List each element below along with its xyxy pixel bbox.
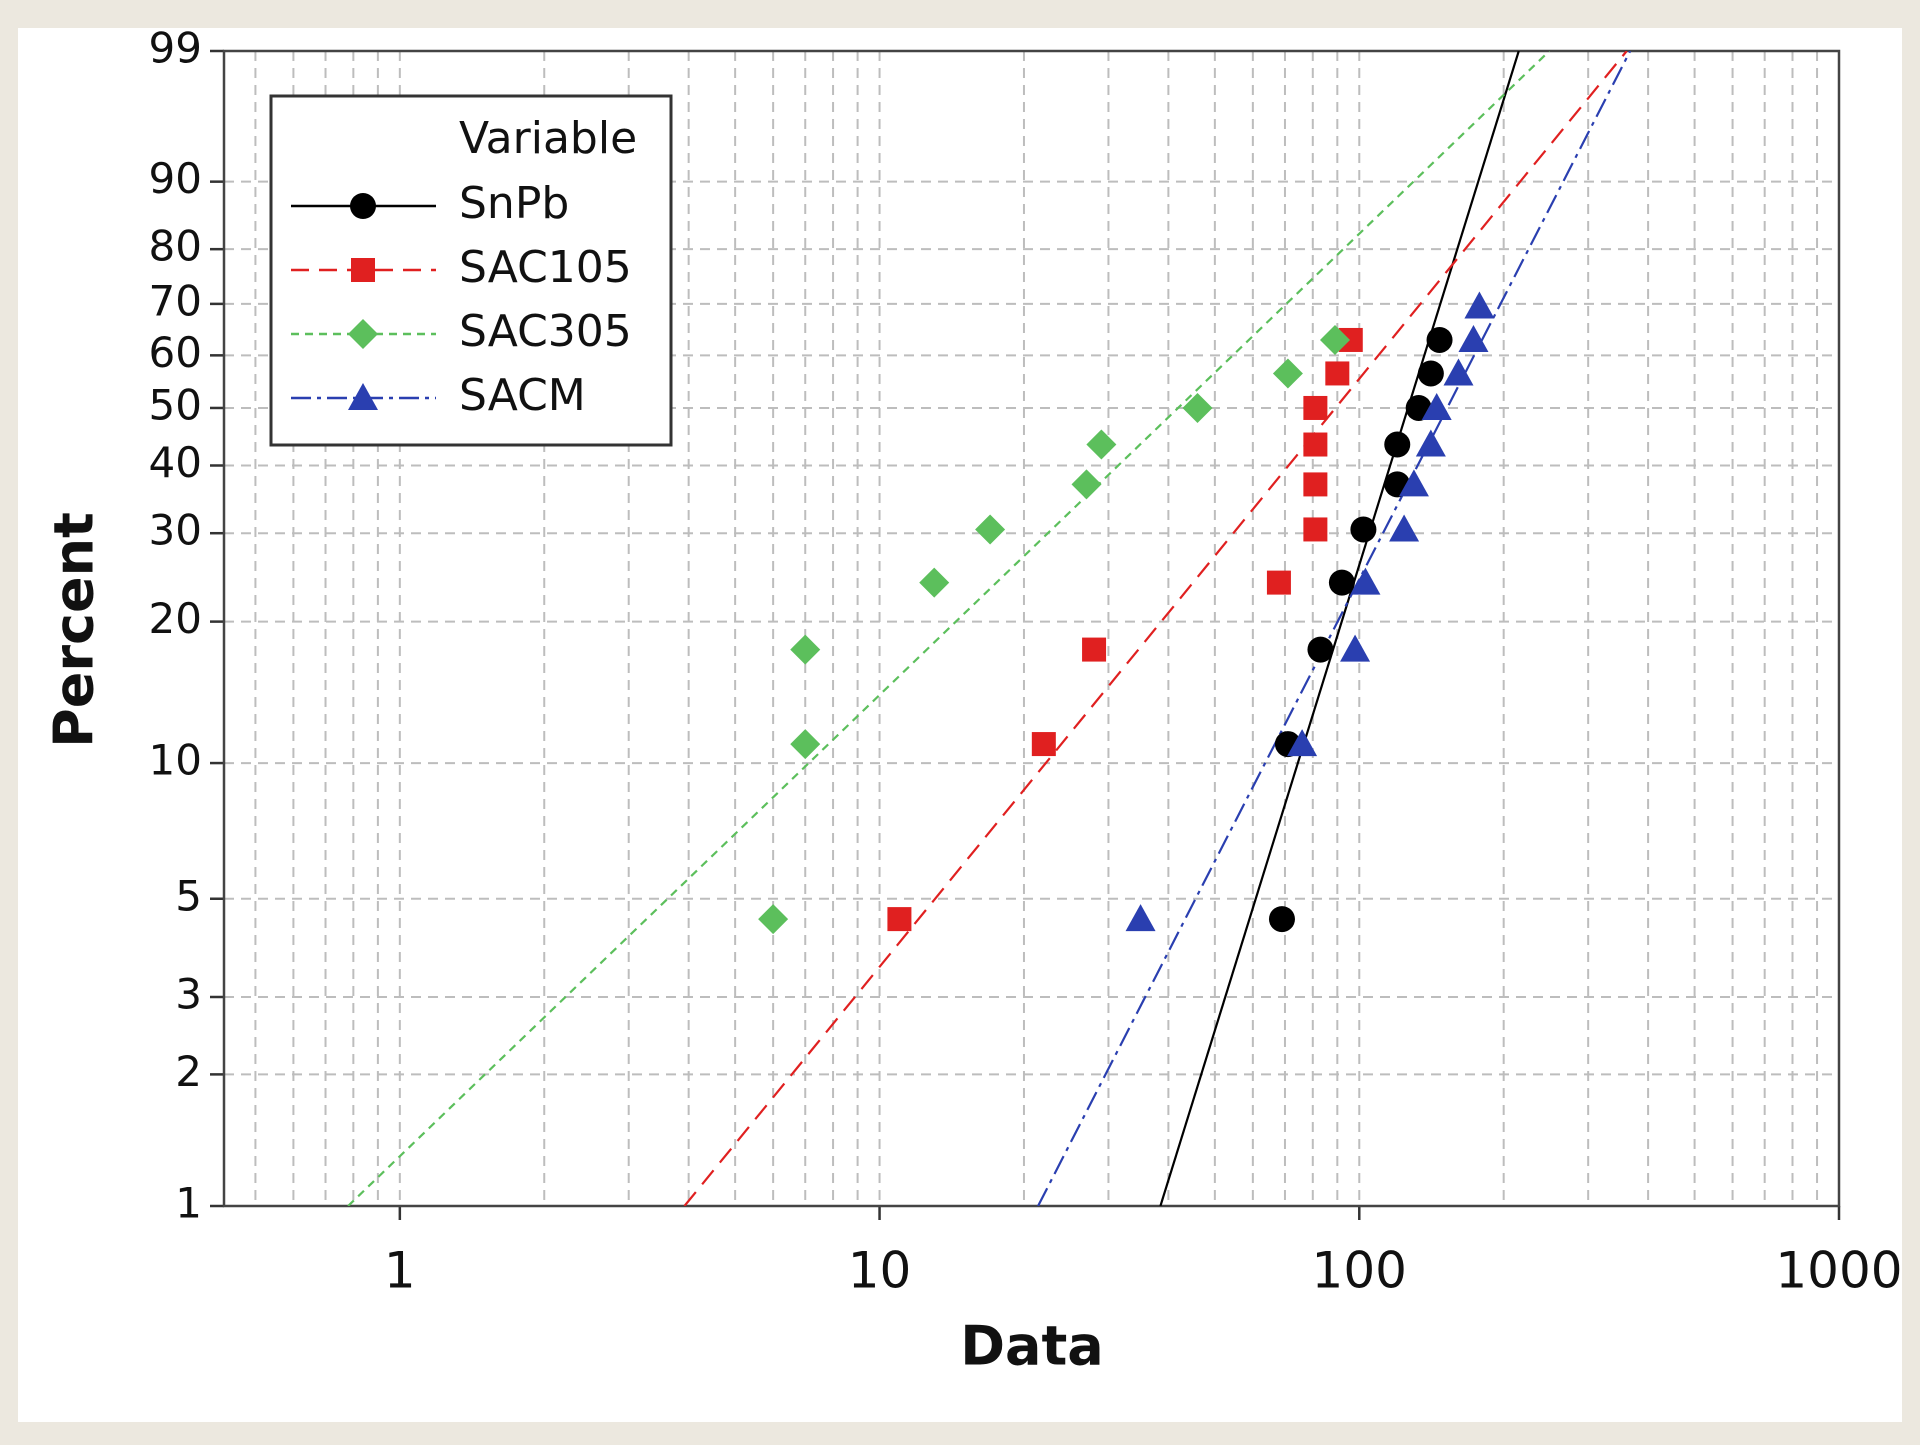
y-tick-label: 3: [175, 969, 202, 1018]
marker: [350, 193, 376, 219]
marker: [1340, 634, 1371, 662]
marker: [790, 729, 821, 760]
marker: [348, 383, 378, 410]
y-tick-label: 5: [175, 871, 202, 920]
y-tick-label: 1: [175, 1179, 202, 1228]
marker: [1182, 392, 1213, 423]
y-axis-title: Percent: [43, 512, 106, 748]
marker: [1287, 729, 1318, 757]
marker: [1125, 904, 1156, 932]
fit-line: [683, 51, 1628, 1206]
y-tick-label: 90: [149, 154, 202, 203]
marker: [1443, 358, 1474, 386]
marker: [1303, 432, 1328, 457]
y-tick-label: 70: [149, 276, 202, 325]
legend-box: [269, 94, 673, 447]
marker: [1031, 732, 1056, 757]
marker: [919, 567, 950, 598]
legend-label: SACM: [459, 370, 586, 421]
y-tick-label: 40: [149, 438, 202, 487]
marker: [1268, 906, 1295, 933]
y-tick-label: 60: [149, 328, 202, 377]
marker: [1350, 516, 1377, 543]
legend-label: SnPb: [459, 178, 569, 229]
marker: [1082, 637, 1107, 662]
marker: [887, 907, 912, 932]
marker: [1389, 514, 1420, 542]
marker: [1272, 358, 1303, 389]
y-tick-label: 20: [149, 594, 202, 643]
marker: [1421, 392, 1452, 420]
y-tick-label: 30: [149, 506, 202, 555]
marker: [1417, 360, 1444, 387]
marker: [351, 258, 375, 282]
legend-label: SAC105: [459, 242, 632, 293]
marker: [1464, 291, 1495, 319]
legend-title: Variable: [459, 113, 637, 164]
marker: [1328, 569, 1355, 596]
marker: [1307, 636, 1334, 663]
y-tick-label: 80: [149, 222, 202, 271]
marker: [1325, 361, 1350, 386]
plot-frame: [222, 49, 1841, 1208]
y-tick-label: 2: [175, 1047, 202, 1096]
marker: [1303, 395, 1328, 420]
marker: [348, 319, 378, 349]
x-axis-title: Data: [960, 1315, 1104, 1378]
marker: [758, 904, 789, 935]
legend-label: SAC305: [459, 306, 632, 357]
marker: [1415, 429, 1446, 457]
y-tick-label: 50: [149, 380, 202, 429]
x-tick-label: 10: [848, 1242, 912, 1300]
marker: [1426, 326, 1453, 353]
marker: [1303, 517, 1328, 542]
fit-line: [1037, 51, 1632, 1206]
x-tick-label: 100: [1312, 1242, 1407, 1300]
marker: [1266, 570, 1291, 595]
marker: [1319, 324, 1350, 355]
x-tick-label: 1000: [1775, 1242, 1902, 1300]
marker: [1398, 469, 1429, 497]
marker: [1071, 469, 1102, 500]
y-tick-label: 10: [149, 736, 202, 785]
fit-line: [347, 51, 1551, 1206]
marker: [1350, 567, 1381, 595]
marker: [1458, 324, 1489, 352]
x-tick-label: 1: [384, 1242, 416, 1300]
marker: [1303, 472, 1328, 497]
marker: [975, 514, 1006, 545]
fit-line: [1159, 51, 1520, 1206]
y-tick-label: 99: [149, 24, 202, 73]
marker: [1086, 429, 1117, 460]
marker: [1384, 431, 1411, 458]
marker: [790, 634, 821, 665]
